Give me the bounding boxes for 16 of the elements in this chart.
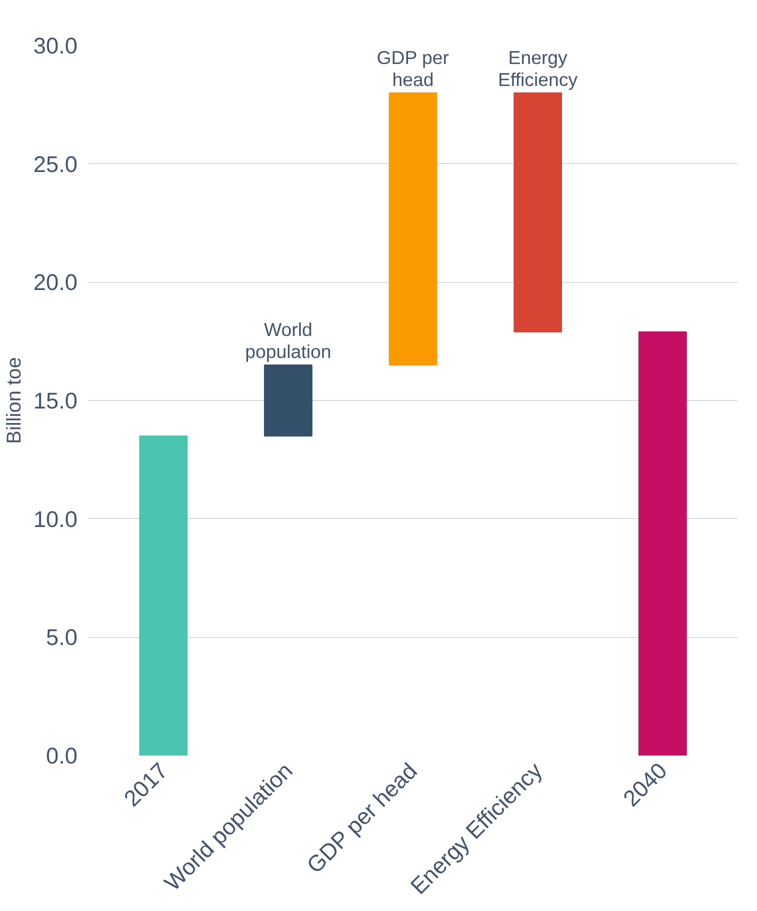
y-tick-label: 25.0 <box>33 150 78 177</box>
annotation: World population <box>245 318 332 362</box>
annotation: Energy Efficiency <box>498 46 578 90</box>
bar <box>388 92 438 366</box>
annotation: GDP per head <box>376 46 449 90</box>
bar <box>514 92 562 332</box>
bar <box>638 331 687 756</box>
y-tick-label: 20.0 <box>33 269 78 296</box>
bar <box>264 364 312 436</box>
y-tick-label: 10.0 <box>33 506 78 532</box>
y-tick-label: 30.0 <box>33 32 78 58</box>
y-tick-label: 15.0 <box>33 388 78 414</box>
y-tick-label: 0.0 <box>46 742 78 768</box>
bar <box>139 436 188 756</box>
y-tick-label: 5.0 <box>46 624 78 650</box>
y-axis-title: Billion toe <box>3 357 26 444</box>
